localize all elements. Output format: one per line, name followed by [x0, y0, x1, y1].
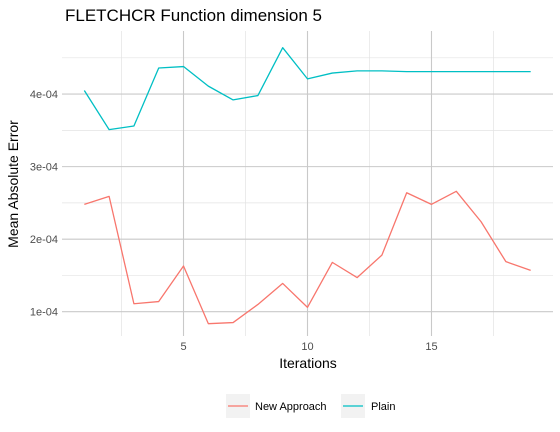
- chart-title: FLETCHCR Function dimension 5: [65, 6, 322, 25]
- series-line-plain: [83, 47, 531, 131]
- x-axis-title: Iterations: [279, 355, 337, 371]
- legend-label-plain: Plain: [371, 401, 395, 413]
- y-tick-label-1: 2e-04: [30, 234, 58, 246]
- y-tick-label-3: 4e-04: [30, 89, 58, 101]
- x-tick-label-1: 10: [301, 341, 313, 353]
- y-axis-title: Mean Absolute Error: [5, 120, 21, 248]
- x-axis-tick-labels: 5 10 15: [180, 341, 437, 353]
- series-lines: [83, 47, 531, 325]
- y-axis-tick-labels: 1e-04 2e-04 3e-04 4e-04: [30, 89, 58, 319]
- y-tick-label-0: 1e-04: [30, 307, 58, 319]
- legend-label-new-approach: New Approach: [255, 401, 327, 413]
- x-tick-label-2: 15: [425, 341, 437, 353]
- plot-panel: [62, 31, 553, 336]
- series-line-new-approach: [84, 190, 531, 325]
- legend: New Approach Plain: [226, 394, 395, 418]
- x-tick-label-0: 5: [180, 341, 186, 353]
- major-gridlines: [62, 31, 553, 336]
- y-tick-label-2: 3e-04: [30, 162, 58, 174]
